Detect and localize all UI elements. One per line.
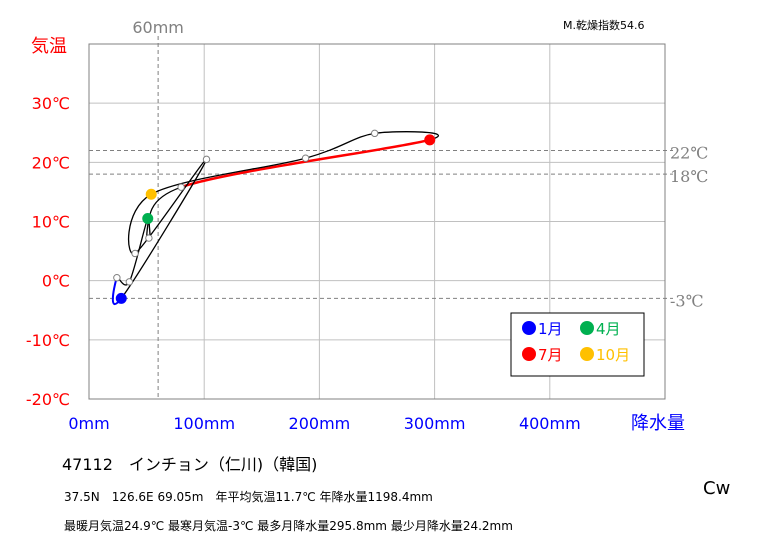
legend-marker-1 (522, 321, 536, 335)
month-point-6 (177, 183, 185, 191)
series-segment-6-7 (180, 138, 431, 189)
y-tick-label: 0℃ (42, 272, 70, 291)
month-point-2 (113, 274, 121, 282)
climate-class: Cw (703, 478, 731, 499)
legend-label-10: 10月 (596, 346, 630, 364)
reference-lines: 60mm 22℃ 18℃ -3℃ (89, 18, 708, 399)
reference-label-precip: 60mm (132, 18, 184, 37)
y-tick-label: 20℃ (32, 153, 70, 172)
series-segment-8-9 (305, 132, 375, 159)
month-point-4 (142, 213, 154, 225)
legend-label-4: 4月 (596, 320, 621, 338)
x-tick-label: 100mm (173, 414, 235, 433)
series-segment-9-10 (150, 157, 306, 195)
legend-marker-10 (580, 347, 594, 361)
x-tick-label: 200mm (289, 414, 351, 433)
y-tick-label: 30℃ (32, 94, 70, 113)
x-tick-labels: 0mm 100mm 200mm 300mm 400mm (68, 414, 580, 433)
month-point-8 (370, 129, 379, 138)
month-point-7 (424, 134, 436, 146)
x-tick-label: 0mm (68, 414, 109, 433)
y-axis-title: 気温 (31, 36, 67, 57)
station-title: 47112 インチョン（仁川)（韓国) (62, 455, 318, 474)
reference-label-temp: 22℃ (670, 144, 708, 163)
legend: 1月 4月 7月 10月 (510, 312, 645, 377)
y-tick-label: -10℃ (26, 331, 70, 350)
month-point-9 (301, 154, 310, 162)
month-point-12 (202, 155, 211, 164)
y-tick-labels: 30℃ 20℃ 10℃ 0℃ -10℃ -20℃ (26, 94, 70, 409)
legend-marker-7 (522, 347, 536, 361)
reference-label-temp: 18℃ (670, 167, 708, 186)
plot-frame (88, 43, 666, 400)
month-point-3 (125, 278, 134, 286)
month-point-1 (115, 292, 127, 304)
x-axis-title: 降水量 (631, 413, 685, 434)
station-extremes-summary: 最暖月気温24.9℃ 最寒月気温-3℃ 最多月降水量295.8mm 最少月降水量… (64, 519, 513, 533)
series-segment-7-8 (374, 131, 439, 141)
month-point-5 (145, 234, 153, 242)
station-location-summary: 37.5N 126.6E 69.05m 年平均気温11.7℃ 年降水量1198.… (64, 490, 433, 504)
y-tick-label: 10℃ (32, 213, 70, 232)
legend-label-1: 1月 (538, 320, 563, 338)
series-segment-12-1 (120, 159, 208, 299)
legend-label-7: 7月 (538, 346, 563, 364)
month-point-10 (145, 188, 157, 200)
y-tick-label: -20℃ (26, 390, 70, 409)
dryness-index: M.乾燥指数54.6 (563, 19, 645, 32)
reference-label-temp: -3℃ (670, 291, 703, 310)
month-point-11 (131, 249, 139, 258)
x-tick-label: 300mm (404, 414, 466, 433)
x-tick-label: 400mm (519, 414, 581, 433)
legend-marker-4 (580, 321, 594, 335)
climate-series (111, 129, 439, 306)
